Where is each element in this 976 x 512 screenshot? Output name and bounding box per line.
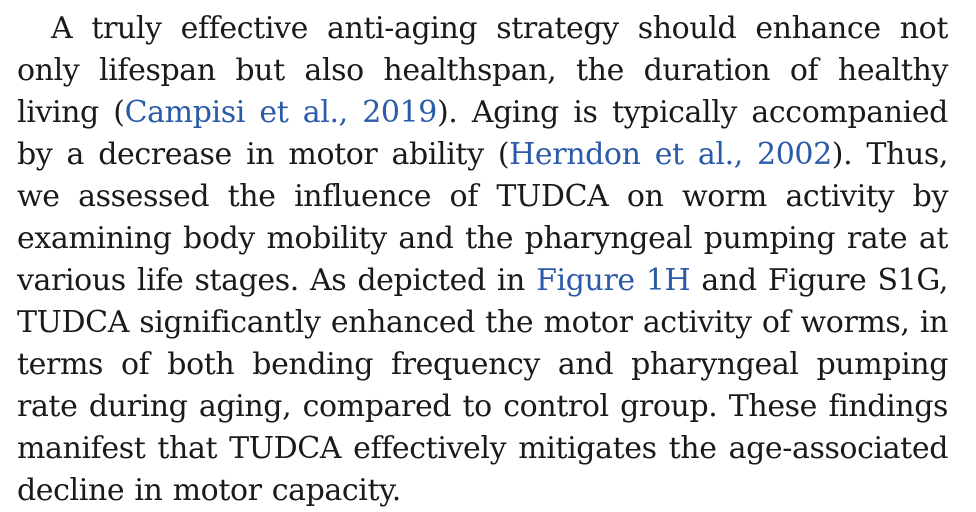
citation-link-herndon-2002[interactable]: Herndon et al., 2002 — [509, 137, 832, 172]
paragraph-text: ). Aging is typically accompanied by a d… — [17, 95, 948, 172]
paragraph-text: ). Thus, we assessed the influence of TU… — [17, 137, 949, 298]
citation-link-campisi-2019[interactable]: Campisi et al., 2019 — [124, 95, 438, 130]
body-paragraph: A truly effective anti-aging strategy sh… — [17, 8, 948, 512]
figure-link-1h[interactable]: Figure 1H — [536, 263, 691, 298]
paragraph-text: and Figure S1G, TUDCA significantly enha… — [17, 263, 948, 508]
paragraph-text: A truly effective anti-aging strategy sh… — [17, 11, 948, 130]
